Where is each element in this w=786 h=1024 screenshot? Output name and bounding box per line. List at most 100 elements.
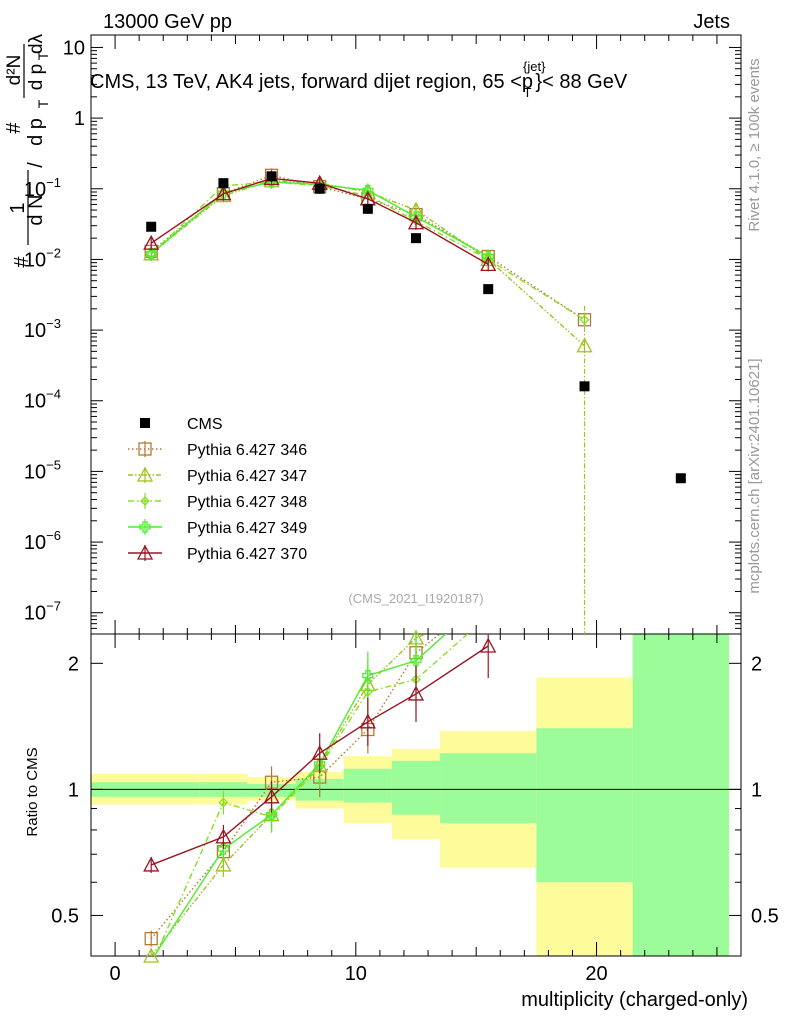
legend-label-cms: CMS — [187, 416, 223, 433]
y-title-t2: T — [35, 51, 51, 60]
title-end: }< 88 GeV — [535, 71, 627, 93]
y-title-dn: d N — [25, 194, 47, 225]
y-tick-exponent: −1 — [46, 175, 61, 190]
series-point — [145, 248, 157, 260]
y-tick-exponent: −7 — [46, 599, 61, 614]
y-title-dp2: d p — [26, 64, 47, 90]
ratio-tick-label: 2 — [68, 653, 79, 675]
series-ratio-point — [359, 713, 376, 729]
legend-label: Pythia 6.427 347 — [187, 468, 307, 485]
series-ratio-line — [154, 634, 469, 956]
y-tick-label: 10−5 — [24, 457, 61, 483]
y-title-one: 1 — [7, 202, 29, 213]
series-ratio-point — [143, 856, 160, 872]
ratio-tick-label-right: 2 — [751, 653, 762, 675]
x-tick-label: 10 — [345, 963, 367, 985]
series-ratio-point — [410, 654, 422, 667]
y-tick-label: 10−4 — [24, 387, 61, 413]
y-tick-base: 10 — [24, 391, 46, 413]
x-tick-label: 0 — [110, 963, 121, 985]
header-right: Jets — [693, 11, 730, 33]
y-tick-exponent: −6 — [46, 528, 61, 543]
band-inner — [440, 753, 537, 824]
cms-data-layer — [146, 171, 686, 484]
series-point — [143, 234, 160, 250]
series-ratio-point — [215, 828, 232, 844]
y-title-dlambda: dλ — [26, 33, 47, 54]
legend-marker — [136, 544, 154, 560]
y-tick-label: 10−7 — [24, 599, 61, 625]
y-title-t1: T — [35, 99, 51, 108]
ratio-axis-title: Ratio to CMS — [24, 747, 41, 836]
mc-series-layer — [143, 168, 593, 963]
ratio-tick-label: 0.5 — [51, 905, 79, 927]
x-tick-label: 20 — [585, 963, 607, 985]
series-ratio-point — [407, 685, 425, 701]
band-inner — [536, 728, 633, 883]
y-tick-base: 10 — [24, 320, 46, 342]
series-ratio-point — [263, 788, 280, 804]
cms-data-point — [314, 183, 325, 194]
series-point — [215, 185, 232, 201]
series-point — [480, 256, 497, 272]
y-tick-label: 10 — [63, 37, 85, 59]
main-frame — [90, 34, 742, 635]
y-title-d2n: d²N — [4, 55, 25, 86]
header-left: 13000 GeV pp — [103, 11, 232, 33]
y-title-hash2: # — [3, 122, 25, 134]
cms-data-point — [675, 473, 686, 484]
cms-data-point — [362, 203, 373, 214]
y-tick-label: 10−1 — [24, 175, 61, 201]
y-tick-exponent: −4 — [46, 387, 61, 402]
ratio-tick-label-right: 1 — [751, 779, 762, 801]
cms-data-point — [579, 381, 590, 392]
cms-data-point — [146, 221, 157, 232]
y-title-slash: / — [25, 162, 47, 168]
band-inner — [391, 760, 441, 815]
y-tick-base: 10 — [24, 461, 46, 483]
series-ratio-line — [150, 634, 428, 956]
y-tick-label: 10−6 — [24, 528, 61, 554]
mcplots-label: mcplots.cern.ch [arXiv:2401.10621] — [746, 358, 763, 593]
legend-marker — [138, 442, 152, 456]
uncertainty-bands — [91, 634, 729, 956]
band-inner — [343, 768, 392, 803]
legend-label: Pythia 6.427 349 — [187, 520, 307, 537]
cms-data-point — [218, 178, 229, 189]
series-ratio-point — [362, 669, 374, 682]
series-ratio-point — [311, 744, 328, 760]
legend-marker — [139, 521, 151, 533]
band-inner — [632, 634, 729, 956]
series-5 — [143, 170, 497, 873]
rivet-label: Rivet 4.1.0, ≥ 100k events — [746, 58, 763, 231]
y-title-dp: d p — [25, 118, 47, 146]
cms-data-point — [411, 233, 421, 244]
y-tick-base: 10 — [24, 249, 46, 271]
y-tick-base: 10 — [24, 603, 46, 625]
series-ratio-point — [265, 809, 278, 821]
ratio-panel-axes: 0.5 0.51 12 20 10 20 — [51, 633, 779, 985]
series-point — [410, 211, 422, 223]
legend: CMS Pythia 6.427 346 Pythia 6.427 347 Pythi… — [128, 416, 307, 563]
y-tick-base: 10 — [24, 532, 46, 554]
cms-data-point — [483, 284, 494, 295]
y-tick-label: 10−3 — [24, 316, 61, 342]
legend-label: Pythia 6.427 346 — [187, 442, 307, 459]
series-line — [150, 180, 585, 347]
ratio-tick-label-right: 0.5 — [751, 905, 779, 927]
legend-label: Pythia 6.427 348 — [187, 494, 307, 511]
series-ratio-point — [218, 797, 229, 808]
series-ratio-point — [215, 856, 232, 872]
cms-data-point — [266, 171, 277, 182]
y-tick-base: 10 — [63, 37, 85, 59]
analysis-id: (CMS_2021_I1920187) — [348, 591, 483, 606]
legend-marker — [140, 496, 150, 506]
series-ratio-point — [314, 758, 326, 770]
y-title-hash1: # — [11, 256, 33, 268]
legend-marker-cms — [140, 418, 150, 428]
y-axis-title: # 1 d N / d p T # d²N d p T dλ — [3, 33, 51, 267]
series-ratio-point — [217, 843, 230, 855]
y-tick-label: 1 — [74, 108, 85, 130]
